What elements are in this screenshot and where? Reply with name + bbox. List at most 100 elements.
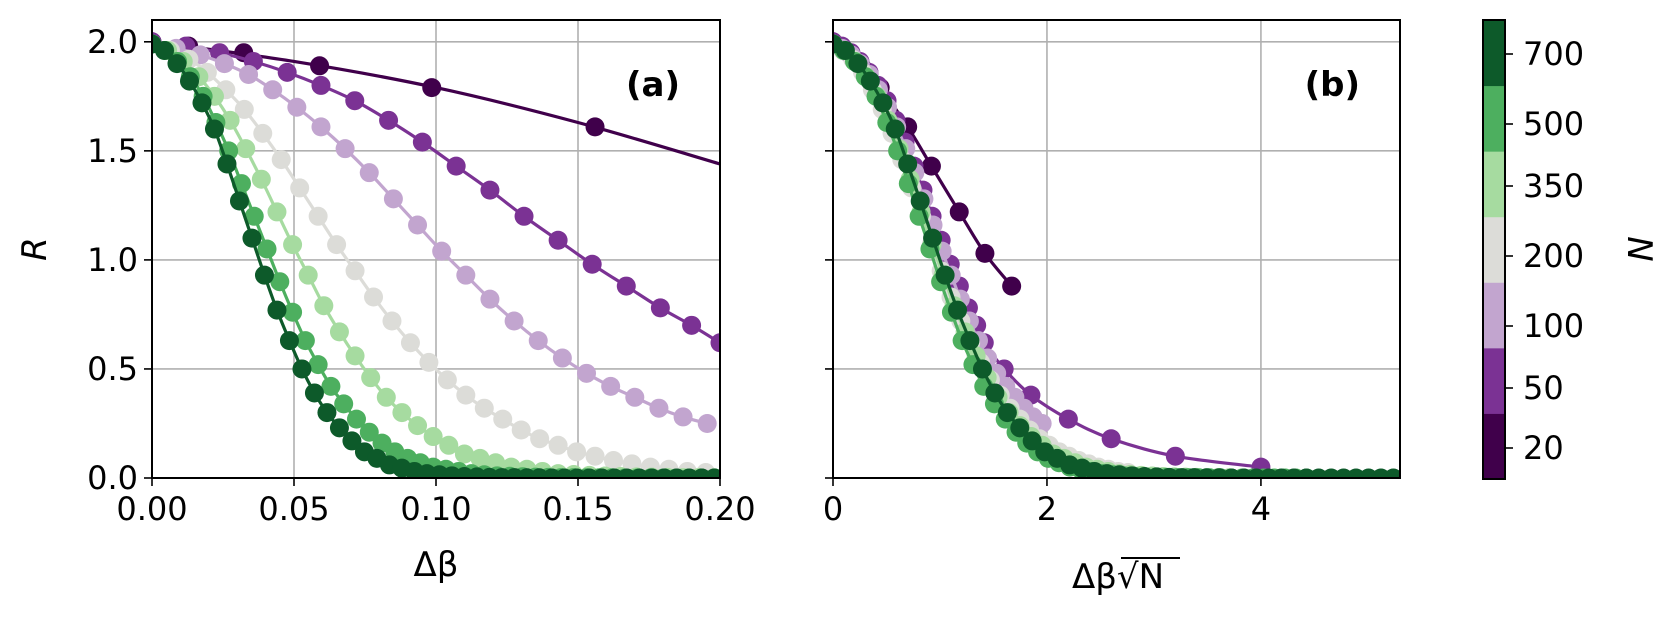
data-point <box>577 363 597 383</box>
x-tick-label: 0.20 <box>684 490 755 528</box>
data-point <box>604 451 623 471</box>
panel-b: 0 2 4 (b) <box>823 19 1401 528</box>
data-point <box>321 376 341 396</box>
data-point <box>511 420 531 440</box>
data-point <box>601 376 621 396</box>
colorbar-tick-label: 100 <box>1523 307 1584 345</box>
data-point <box>253 123 273 143</box>
data-point <box>277 62 297 82</box>
series-N700 <box>152 34 720 478</box>
y-tick-label: 1.5 <box>87 132 138 170</box>
series-line <box>833 42 1394 478</box>
panel-a: 0.00 0.05 0.10 0.15 0.20 0.0 0.5 1.0 1.5 2.0 (a) <box>87 19 756 528</box>
panel-label: (a) <box>626 65 680 105</box>
data-point <box>244 206 264 226</box>
colorbar-tick-label: 200 <box>1523 237 1584 275</box>
series-N100 <box>152 34 717 433</box>
data-point <box>359 422 379 442</box>
data-point <box>345 261 365 281</box>
colorbar-segment <box>1483 151 1505 218</box>
data-point <box>379 110 399 130</box>
data-point <box>334 394 354 414</box>
data-point <box>710 333 720 353</box>
colorbar-tick-label: 20 <box>1523 429 1564 467</box>
data-point <box>1165 446 1185 466</box>
data-point <box>310 56 330 76</box>
data-point <box>616 276 636 296</box>
data-point <box>229 191 249 211</box>
plot-frame <box>151 19 721 479</box>
colorbar-segment <box>1483 216 1505 283</box>
data-point <box>292 359 312 379</box>
data-point <box>382 311 402 331</box>
data-point <box>860 71 880 91</box>
data-point <box>383 189 403 209</box>
data-point <box>437 370 457 390</box>
data-point <box>948 300 968 320</box>
data-point <box>975 243 995 263</box>
data-point <box>400 333 420 353</box>
x-tick-label: 0.10 <box>400 490 471 528</box>
data-point <box>329 322 349 342</box>
data-point <box>935 265 955 285</box>
y-tick-label: 2.0 <box>87 23 138 61</box>
data-point <box>214 54 234 74</box>
data-point <box>304 383 324 403</box>
data-point <box>167 54 187 74</box>
data-point <box>567 442 587 462</box>
data-point <box>582 254 602 274</box>
data-point <box>317 403 337 423</box>
data-point <box>342 431 362 451</box>
data-point <box>921 156 941 176</box>
data-point <box>270 272 290 292</box>
x-tick-label: 4 <box>1251 490 1271 528</box>
data-point <box>267 300 287 320</box>
x-tick-label: 0.15 <box>542 490 613 528</box>
data-point <box>279 331 299 351</box>
data-point <box>295 331 315 351</box>
y-axis-label: R <box>15 237 55 261</box>
data-point <box>885 119 905 139</box>
data-point <box>345 91 365 111</box>
data-point <box>446 156 466 176</box>
data-point <box>949 202 969 222</box>
data-point <box>314 296 334 316</box>
colorbar-tick-label: 700 <box>1523 35 1584 73</box>
data-point <box>625 387 645 407</box>
data-point <box>422 78 442 98</box>
data-point <box>192 93 212 113</box>
x-tick-label: 0.00 <box>116 490 187 528</box>
data-point <box>514 206 534 226</box>
data-point <box>552 348 572 368</box>
data-point <box>179 71 199 91</box>
data-point <box>682 315 702 335</box>
data-point <box>454 444 474 464</box>
data-point <box>704 468 720 478</box>
data-point <box>419 352 439 372</box>
plot-frame <box>832 19 1401 479</box>
data-point <box>257 239 277 259</box>
data-point <box>480 289 500 309</box>
data-point <box>254 265 274 285</box>
data-point <box>220 110 240 130</box>
colorbar-frame <box>1482 19 1506 480</box>
data-point <box>873 93 893 113</box>
y-tick-label: 0.5 <box>87 350 138 388</box>
data-point <box>234 99 254 119</box>
data-point <box>392 403 412 423</box>
data-point <box>412 132 432 152</box>
colorbar-segment <box>1483 413 1505 480</box>
colorbar-tick-label: 350 <box>1523 167 1584 205</box>
data-point <box>345 346 365 366</box>
data-point <box>251 169 271 189</box>
data-point <box>283 235 303 255</box>
colorbar: 20 50 100 200 350 500 700 N <box>1482 19 1659 480</box>
y-tick-label: 0.0 <box>87 459 138 497</box>
data-point <box>997 403 1017 423</box>
data-point <box>1022 431 1042 451</box>
data-point <box>154 41 174 61</box>
data-point <box>530 429 550 449</box>
data-point <box>283 302 303 322</box>
data-point <box>493 409 513 429</box>
colorbar-segment <box>1483 282 1505 349</box>
